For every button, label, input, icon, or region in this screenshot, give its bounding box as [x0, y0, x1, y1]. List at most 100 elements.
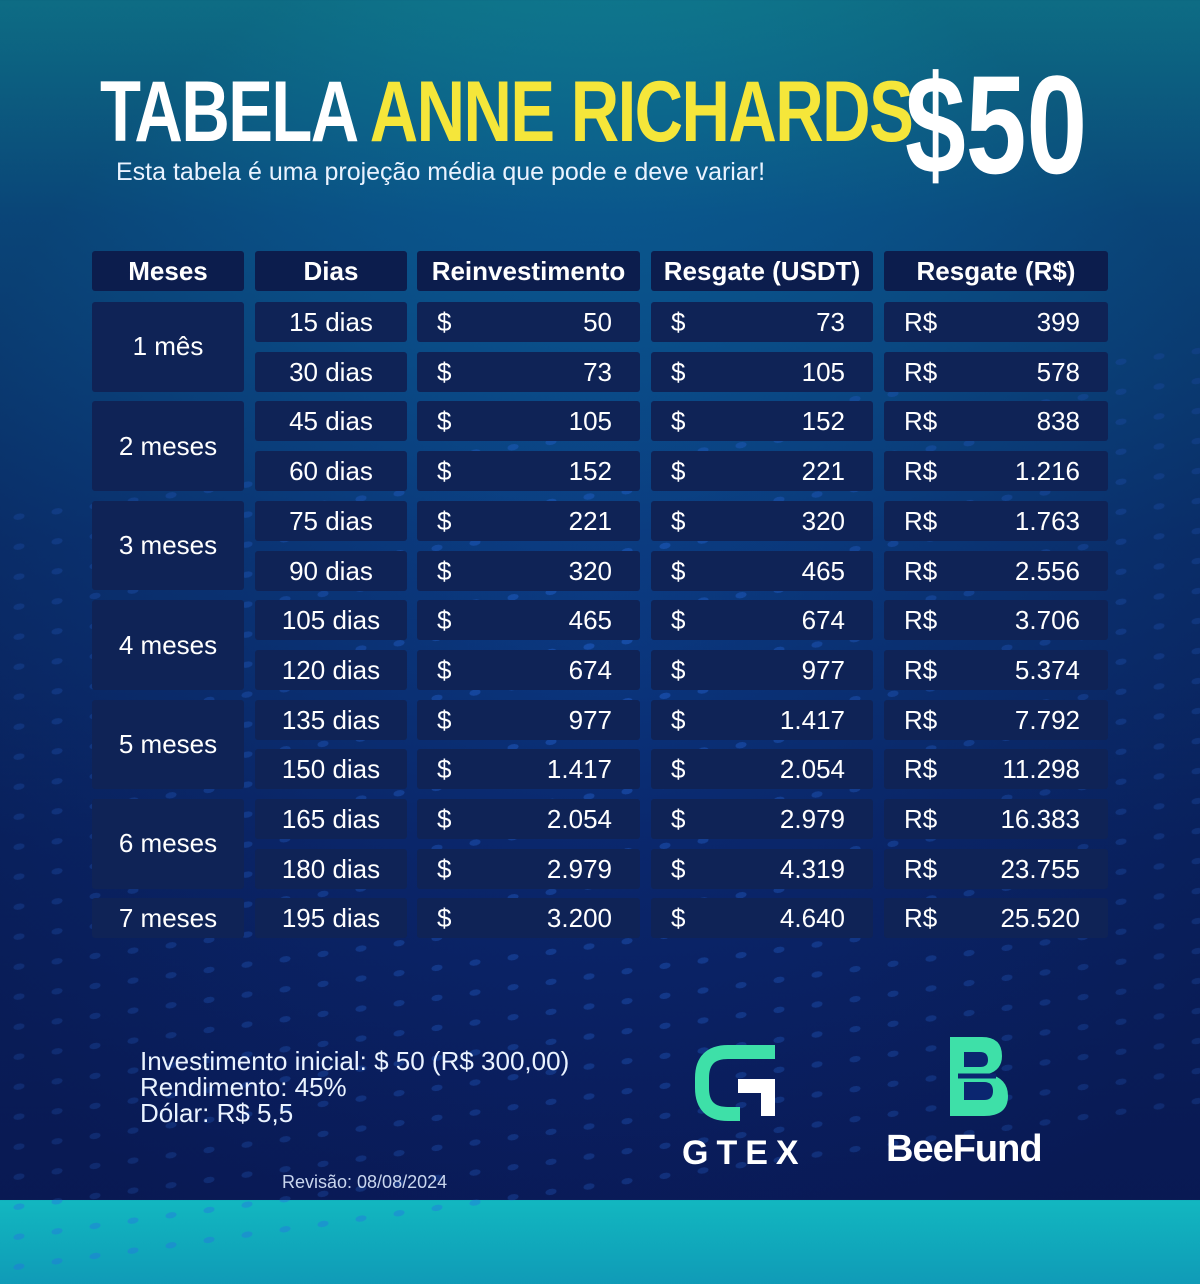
month-cell: 4 meses	[92, 600, 244, 690]
days-cell: 90 dias	[255, 550, 407, 591]
amount: 977	[801, 654, 845, 685]
amount: 4.640	[779, 903, 845, 934]
days-cell: 60 dias	[255, 451, 407, 492]
currency-symbol: R$	[904, 704, 938, 735]
currency-symbol: $	[437, 804, 452, 834]
header-meses: Meses	[92, 251, 244, 291]
amount: 465	[801, 555, 845, 586]
amount: 105	[568, 406, 612, 437]
days-cell: 105 dias	[255, 600, 407, 641]
currency-symbol: $	[437, 853, 452, 884]
footer-info: Investimento inicial: $ 50 (R$ 300,00) R…	[140, 1048, 569, 1126]
usdt-cell: $4.319	[651, 848, 873, 889]
brl-cell: R$ 3.706	[884, 600, 1108, 641]
initial-investment: Investimento inicial: $ 50 (R$ 300,00)	[140, 1046, 570, 1076]
usdt-cell: $674	[651, 600, 873, 641]
amount: 2.979	[546, 853, 612, 884]
currency-symbol: $	[671, 356, 686, 387]
amount: 221	[568, 505, 612, 536]
header-dias: Dias	[255, 251, 407, 291]
currency-symbol: $	[671, 754, 686, 785]
amount: 674	[801, 605, 845, 636]
amount: 399	[1036, 307, 1080, 337]
brl-cell: R$ 399	[884, 302, 1108, 342]
month-cell: 2 meses	[92, 401, 244, 492]
currency-symbol: $	[437, 754, 452, 785]
currency-symbol: $	[437, 704, 452, 735]
brl-cell: R$ 7.792	[884, 699, 1108, 740]
usdt-cell: $152	[651, 401, 873, 442]
days-cell: 135 dias	[255, 699, 407, 740]
brl-cell: R$ 5.374	[884, 649, 1108, 690]
brl-cell: R$ 23.755	[884, 848, 1108, 889]
currency-symbol: R$	[904, 505, 938, 536]
brl-cell: R$ 578	[884, 351, 1108, 392]
currency-symbol: $	[671, 505, 686, 536]
title-part-2: ANNE RICHARDS	[369, 64, 914, 160]
currency-symbol: $	[671, 804, 686, 834]
gtex-wordmark: GTEX	[682, 1134, 807, 1172]
currency-symbol: R$	[904, 456, 938, 487]
currency-symbol: $	[437, 406, 452, 437]
amount: 3.706	[1014, 605, 1080, 636]
page-title: TABELA ANNE RICHARDS	[100, 62, 914, 162]
brl-cell: R$ 1.216	[884, 451, 1108, 492]
amount: 16.383	[1000, 804, 1080, 834]
currency-symbol: R$	[904, 903, 938, 934]
amount: 23.755	[1000, 853, 1080, 884]
reinvest-cell: $152	[417, 451, 640, 492]
currency-symbol: R$	[904, 356, 938, 387]
gtex-g-icon	[695, 1045, 775, 1121]
amount: 4.319	[779, 853, 845, 884]
amount: 50	[583, 307, 612, 337]
amount: 11.298	[1002, 754, 1080, 785]
amount: 152	[801, 406, 845, 437]
amount: 25.520	[1000, 903, 1080, 934]
amount: 1.763	[1014, 505, 1080, 536]
currency-symbol: $	[437, 505, 452, 536]
month-cell: 3 meses	[92, 500, 244, 591]
subtitle: Esta tabela é uma projeção média que pod…	[116, 158, 766, 186]
amount: 838	[1036, 406, 1080, 437]
amount: 320	[568, 555, 612, 586]
currency-symbol: $	[437, 605, 452, 636]
amount: 320	[801, 505, 845, 536]
currency-symbol: R$	[904, 406, 938, 437]
days-cell: 180 dias	[255, 848, 407, 889]
reinvest-cell: $221	[417, 500, 640, 541]
header-resgate-usdt: Resgate (USDT)	[651, 251, 873, 291]
beefund-b-icon	[950, 1037, 1008, 1116]
amount: 7.792	[1014, 704, 1080, 735]
reinvest-cell: $465	[417, 600, 640, 641]
reinvest-cell: $50	[417, 302, 640, 342]
usdt-cell: $1.417	[651, 699, 873, 740]
amount: 674	[568, 654, 612, 685]
usdt-cell: $320	[651, 500, 873, 541]
brl-cell: R$ 25.520	[884, 898, 1108, 939]
amount: 1.417	[546, 754, 612, 785]
brl-cell: R$ 11.298	[884, 749, 1108, 790]
days-cell: 120 dias	[255, 649, 407, 690]
usdt-cell: $73	[651, 302, 873, 342]
header-reinvestimento: Reinvestimento	[417, 251, 640, 291]
reinvest-cell: $977	[417, 699, 640, 740]
reinvest-cell: $105	[417, 401, 640, 442]
month-cell: 1 mês	[92, 302, 244, 392]
currency-symbol: R$	[904, 853, 938, 884]
dollar-rate: Dólar: R$ 5,5	[140, 1098, 294, 1128]
currency-symbol: $	[437, 307, 452, 337]
amount: 105	[801, 356, 845, 387]
amount: 465	[568, 605, 612, 636]
currency-symbol: R$	[904, 605, 938, 636]
days-cell: 150 dias	[255, 749, 407, 790]
yield-rate: Rendimento: 45%	[140, 1072, 347, 1102]
currency-symbol: $	[437, 356, 452, 387]
reinvest-cell: $674	[417, 649, 640, 690]
brl-cell: R$ 16.383	[884, 799, 1108, 839]
amount: 977	[568, 704, 612, 735]
currency-symbol: $	[437, 654, 452, 685]
reinvest-cell: $320	[417, 550, 640, 591]
month-cell: 6 meses	[92, 799, 244, 889]
days-cell: 30 dias	[255, 351, 407, 392]
amount: 3.200	[546, 903, 612, 934]
